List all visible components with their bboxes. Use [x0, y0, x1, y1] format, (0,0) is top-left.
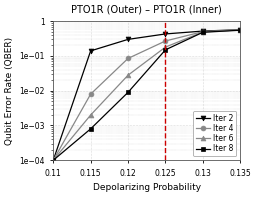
Iter 4 — [201, 31, 204, 33]
Iter 8 — [164, 49, 167, 51]
Iter 6 — [52, 159, 55, 161]
Iter 2 — [201, 30, 204, 32]
Iter 2 — [239, 29, 242, 31]
Iter 4 — [164, 40, 167, 42]
Line: Iter 4: Iter 4 — [51, 28, 243, 163]
Line: Iter 6: Iter 6 — [51, 28, 243, 163]
Iter 4 — [52, 159, 55, 161]
Iter 2 — [164, 33, 167, 35]
Iter 6 — [201, 31, 204, 33]
X-axis label: Depolarizing Probability: Depolarizing Probability — [93, 183, 201, 192]
Iter 8 — [201, 31, 204, 33]
Title: PTO1R (Outer) – PTO1R (Inner): PTO1R (Outer) – PTO1R (Inner) — [71, 5, 222, 15]
Iter 6 — [239, 29, 242, 31]
Iter 4 — [239, 29, 242, 31]
Iter 8 — [239, 29, 242, 31]
Iter 6 — [89, 114, 92, 116]
Iter 2 — [52, 159, 55, 161]
Iter 2 — [126, 38, 130, 41]
Iter 8 — [89, 128, 92, 130]
Line: Iter 8: Iter 8 — [51, 28, 243, 163]
Iter 2 — [89, 50, 92, 52]
Iter 6 — [126, 74, 130, 76]
Iter 6 — [164, 46, 167, 48]
Legend: Iter 2, Iter 4, Iter 6, Iter 8: Iter 2, Iter 4, Iter 6, Iter 8 — [193, 111, 237, 156]
Line: Iter 2: Iter 2 — [51, 27, 243, 163]
Iter 4 — [89, 93, 92, 95]
Iter 8 — [52, 159, 55, 161]
Iter 8 — [126, 91, 130, 94]
Iter 4 — [126, 57, 130, 60]
Y-axis label: Qubit Error Rate (QBER): Qubit Error Rate (QBER) — [5, 37, 14, 145]
